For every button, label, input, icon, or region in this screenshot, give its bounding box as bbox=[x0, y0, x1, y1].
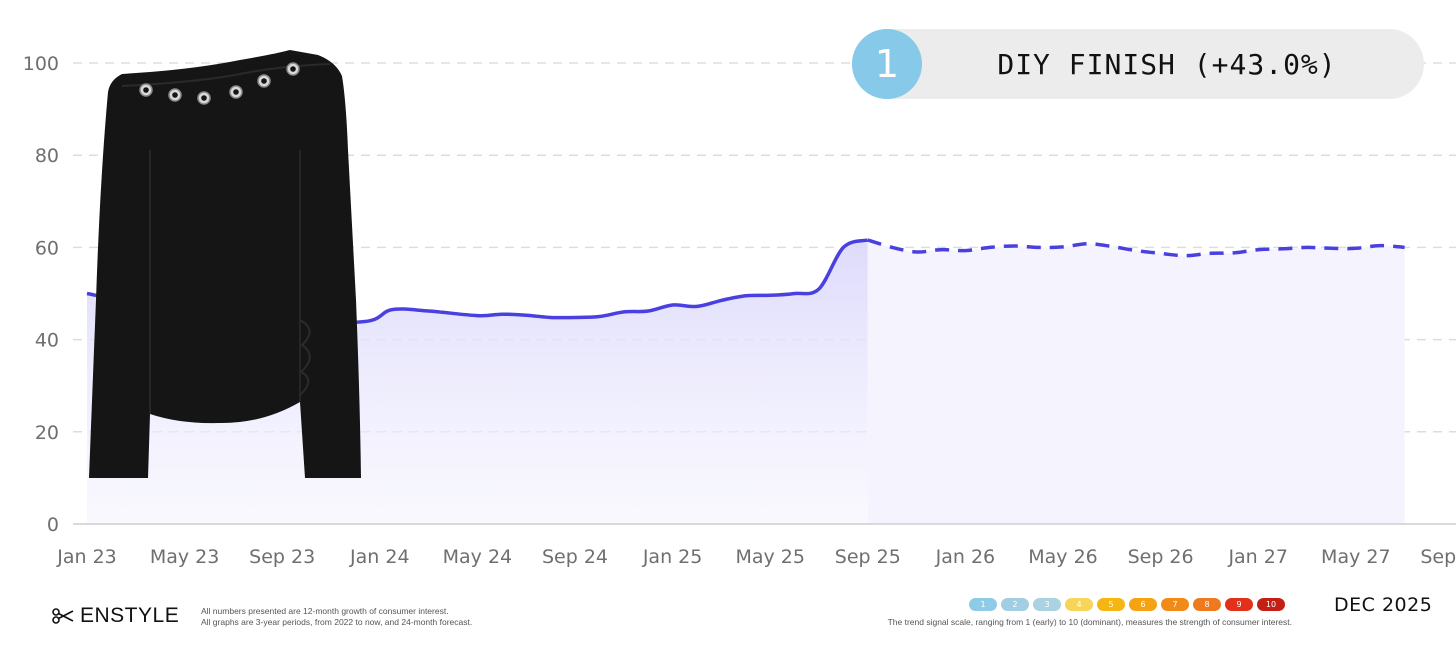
x-tick-label: Jan 25 bbox=[642, 546, 703, 568]
scale-level-9: 9 bbox=[1225, 598, 1253, 611]
y-tick-label: 40 bbox=[35, 330, 59, 352]
x-tick-label: Sep 23 bbox=[249, 546, 315, 568]
x-tick-label: Sep 24 bbox=[542, 546, 608, 568]
scale-level-6: 6 bbox=[1129, 598, 1157, 611]
scale-level-4: 4 bbox=[1065, 598, 1093, 611]
forecast-area bbox=[867, 240, 1405, 524]
footer-notes: All numbers presented are 12-month growt… bbox=[201, 606, 472, 628]
scale-level-8: 8 bbox=[1193, 598, 1221, 611]
scale-level-10: 10 bbox=[1257, 598, 1285, 611]
note-line-2: All graphs are 3-year periods, from 2022… bbox=[201, 617, 473, 627]
y-tick-label: 60 bbox=[35, 237, 59, 259]
scale-level-7: 7 bbox=[1161, 598, 1189, 611]
historical-line bbox=[86, 238, 869, 325]
x-tick-label: Jan 24 bbox=[349, 546, 410, 568]
y-tick-label: 100 bbox=[23, 53, 59, 75]
x-tick-label: May 27 bbox=[1321, 546, 1391, 568]
x-tick-label: Jan 26 bbox=[935, 546, 996, 568]
x-tick-label: Jan 27 bbox=[1227, 546, 1288, 568]
black-top-with-grommets-icon bbox=[89, 50, 361, 478]
scale-level-2: 2 bbox=[1001, 598, 1029, 611]
scale-level-5: 5 bbox=[1097, 598, 1125, 611]
trend-signal-scale: 1 2 3 4 5 6 7 8 9 10 bbox=[969, 598, 1285, 611]
x-tick-label: Jan 23 bbox=[56, 546, 117, 568]
trend-badge bbox=[852, 29, 1424, 99]
forecast-line bbox=[867, 238, 1405, 258]
y-tick-label: 80 bbox=[35, 145, 59, 167]
note-line-1: All numbers presented are 12-month growt… bbox=[201, 606, 449, 616]
x-tick-label: May 24 bbox=[443, 546, 513, 568]
brand-logo: ENSTYLE bbox=[52, 604, 179, 628]
x-tick-label: May 26 bbox=[1028, 546, 1098, 568]
chart-title: DIY FINISH (+43.0%) bbox=[997, 47, 1337, 81]
scale-level-3: 3 bbox=[1033, 598, 1061, 611]
y-tick-label: 20 bbox=[35, 422, 59, 444]
scale-caption: The trend signal scale, ranging from 1 (… bbox=[887, 617, 1292, 627]
scale-level-1: 1 bbox=[969, 598, 997, 611]
x-tick-label: Sep 25 bbox=[835, 546, 901, 568]
scissors-icon bbox=[52, 608, 74, 624]
x-tick-label: May 23 bbox=[150, 546, 220, 568]
x-tick-label: Sep 27 bbox=[1420, 546, 1456, 568]
report-date: DEC 2025 bbox=[1334, 594, 1433, 616]
rank-circle: 1 bbox=[852, 29, 922, 99]
x-tick-label: May 25 bbox=[735, 546, 805, 568]
x-axis-ticks: Jan 23 May 23 Sep 23 Jan 24 May 24 Sep 24 Jan … bbox=[56, 546, 1456, 568]
trend-chart: 0 20 40 60 80 100 Jan 23 May 23 Sep 23 Jan 24 May… bbox=[23, 50, 1456, 568]
y-axis-ticks: 0 20 40 60 80 100 bbox=[23, 53, 59, 536]
brand-name: ENSTYLE bbox=[80, 604, 180, 627]
x-tick-label: Sep 26 bbox=[1128, 546, 1194, 568]
historical-area bbox=[87, 240, 868, 524]
y-tick-label: 0 bbox=[47, 514, 59, 536]
